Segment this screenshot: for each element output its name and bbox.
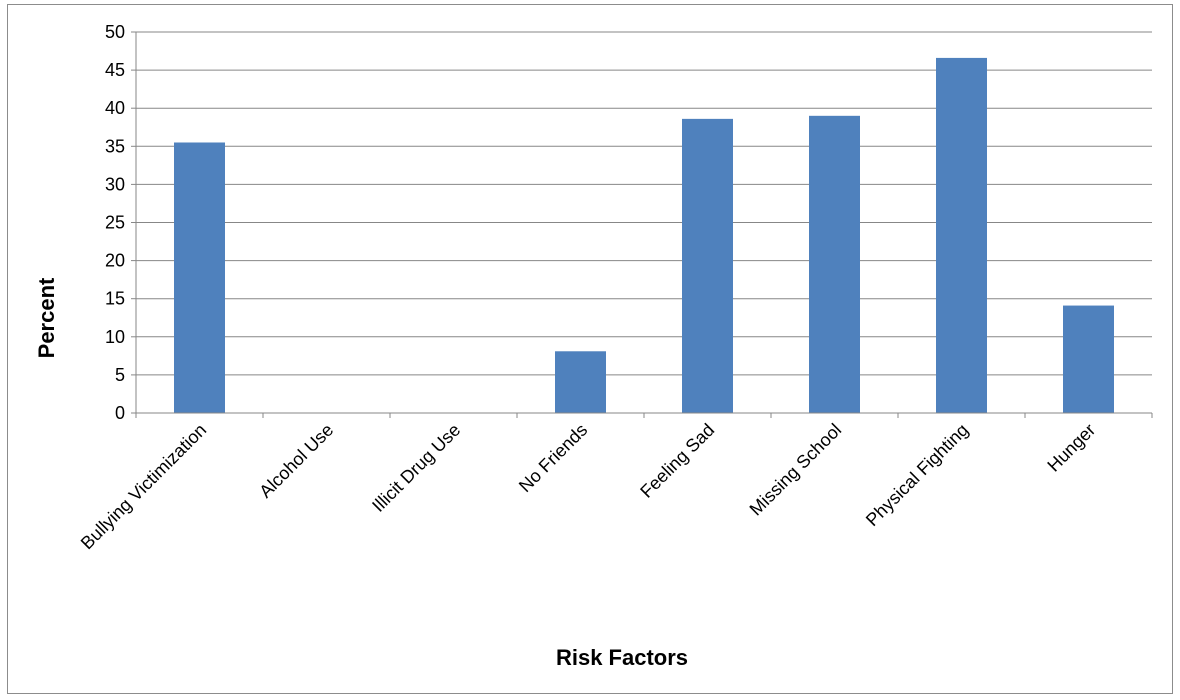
- bar: [936, 57, 987, 414]
- gridlines: [136, 31, 1152, 376]
- y-axis-title: Percent: [34, 277, 59, 358]
- bar: [809, 115, 860, 413]
- bar: [174, 142, 225, 414]
- y-tick-label: 40: [105, 98, 125, 118]
- y-tick-label: 5: [115, 365, 125, 385]
- x-tick-label: Alcohol Use: [255, 420, 337, 502]
- axes: [131, 31, 1153, 418]
- x-tick-labels: Bullying Victimization Alcohol Use Illicit…: [77, 420, 1099, 553]
- bars: [174, 57, 1114, 414]
- y-tick-label: 0: [115, 403, 125, 423]
- y-tick-label: 15: [105, 289, 125, 309]
- y-tick-label: 25: [105, 213, 125, 233]
- y-tick-label: 45: [105, 60, 125, 80]
- y-tick-label: 35: [105, 136, 125, 156]
- bar: [555, 351, 606, 413]
- x-tick-label: Missing School: [746, 420, 846, 520]
- y-tick-label: 20: [105, 251, 125, 271]
- y-tick-label: 30: [105, 174, 125, 194]
- x-axis-title: Risk Factors: [556, 645, 688, 670]
- x-tick-label: Illicit Drug Use: [368, 420, 464, 516]
- bar: [1063, 305, 1114, 413]
- y-tick-label: 10: [105, 327, 125, 347]
- x-tick-label: Hunger: [1043, 420, 1099, 476]
- x-tick-label: Feeling Sad: [636, 420, 718, 502]
- y-tick-label: 50: [105, 22, 125, 42]
- x-tick-label: No Friends: [515, 420, 591, 496]
- x-tick-label: Bullying Victimization: [77, 420, 210, 553]
- y-tick-labels: 0 5 10 15 20 25 30 35 40 45 50: [105, 22, 125, 423]
- bar: [682, 118, 733, 414]
- x-tick-label: Physical Fighting: [862, 420, 972, 530]
